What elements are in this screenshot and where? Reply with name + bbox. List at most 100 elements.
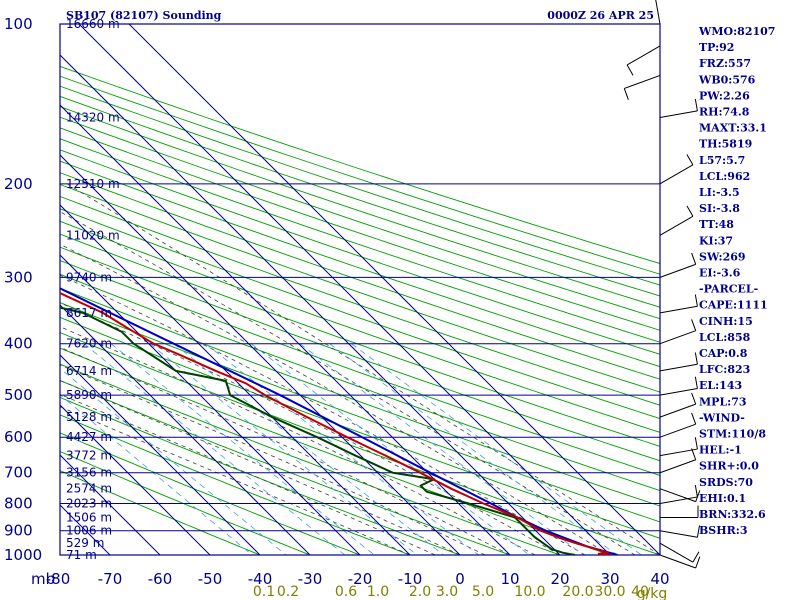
pressure-label: 200: [4, 175, 33, 193]
sounding-index: TH:5819: [699, 138, 752, 151]
mixing-ratio-line: [351, 343, 642, 555]
wind-barb-staff: [659, 554, 696, 569]
wind-barb-flag: [623, 88, 629, 100]
dry-adiabat: [60, 116, 660, 320]
parcel-profile-line: [60, 287, 618, 555]
wind-barb-flag: [694, 376, 698, 389]
temperature-tick-label: 30: [600, 570, 619, 588]
background-lines: [60, 24, 660, 555]
sounding-index: EL:143: [699, 379, 742, 392]
dry-adiabat: [60, 259, 660, 476]
sounding-index: LCL:962: [699, 170, 750, 183]
mixing-ratio-label: 0.6: [335, 584, 357, 600]
sounding-index: WB0:576: [698, 73, 756, 86]
dry-adiabat: [60, 95, 660, 297]
isotherm: [60, 304, 311, 555]
sounding-index: WMO:82107: [698, 25, 775, 38]
sounding-index: HEL:-1: [699, 444, 742, 457]
height-label: 16660 m: [66, 17, 120, 31]
wind-barb-staff: [659, 388, 698, 396]
temperature-profile-line: [60, 291, 613, 555]
sounding-index: CAP:0.8: [699, 347, 748, 360]
sounding-index: MAXT:33.1: [699, 122, 767, 135]
wind-barb-staff: [659, 363, 698, 372]
sounding-index: BRN:332.6: [699, 508, 766, 521]
wind-barb-staff: [659, 330, 696, 345]
sounding-index: FRZ:557: [699, 57, 751, 70]
dry-adiabat: [60, 75, 660, 275]
header: SB107 (82107) Sounding 0000Z 26 APR 25: [66, 9, 654, 22]
wind-barb-flag: [694, 437, 698, 450]
height-label: 3156 m: [66, 466, 112, 480]
mixing-ratio-label: 1.0: [367, 584, 389, 600]
pressure-unit-label: mb: [31, 570, 55, 588]
dry-adiabat: [60, 414, 411, 555]
chart-title: SB107 (82107) Sounding: [66, 9, 222, 22]
sounding-index: -WIND-: [699, 411, 745, 424]
isotherm: [60, 454, 161, 555]
sounding-index: TT:48: [699, 218, 734, 231]
sounding-index: PW:2.26: [699, 89, 750, 102]
sounding-index: RH:74.8: [699, 106, 750, 119]
sounding-index: LFC:823: [699, 363, 750, 376]
dry-adiabat: [60, 287, 660, 507]
wind-barb-staff: [659, 423, 696, 438]
profiles: [60, 287, 618, 555]
temperature-tick-label: 40: [650, 570, 669, 588]
dry-adiabat: [60, 127, 660, 331]
sounding-index: LCL:858: [699, 331, 751, 344]
height-label: 71 m: [66, 548, 97, 562]
mixing-ratio-label: 30.0: [594, 584, 625, 600]
dry-adiabat: [60, 208, 660, 420]
mixing-ratio-label: 5.0: [472, 584, 494, 600]
dry-adiabat: [60, 138, 660, 343]
dry-adiabat: [60, 195, 660, 406]
mixing-ratio-line: [110, 343, 375, 555]
dry-adiabat: [60, 332, 660, 555]
pressure-label: 300: [4, 268, 33, 286]
isotherm: [60, 104, 511, 555]
isotherm: [60, 54, 561, 555]
sounding-index: LI:-3.5: [699, 186, 740, 199]
isotherm: [78, 24, 611, 555]
dry-adiabat: [60, 220, 660, 433]
dewpoint-profile-line: [60, 306, 576, 555]
mixing-ratio-label: 2.0: [409, 584, 431, 600]
wind-barb-flag: [686, 154, 694, 166]
moist-adiabat: [60, 346, 511, 555]
wind-barb-flag: [691, 252, 697, 265]
isotherm: [60, 404, 211, 555]
sounding-index: EHI:0.1: [699, 492, 746, 505]
sounding-index: SRDS:70: [699, 476, 753, 489]
chart-datetime: 0000Z 26 APR 25: [547, 9, 654, 22]
moist-adiabat: [60, 302, 561, 555]
temperature-tick-label: -10: [398, 570, 423, 588]
wind-barb-flag: [695, 556, 701, 569]
sounding-index: EI:-3.6: [699, 267, 741, 280]
height-label: 6714 m: [66, 364, 112, 378]
wind-barb-flag: [691, 392, 697, 405]
mixing-ratio-label: 10.0: [514, 584, 545, 600]
sounding-index: CAPE:1111: [699, 299, 768, 312]
wind-barb-staff: [659, 263, 696, 278]
height-label: 1006 m: [66, 524, 112, 538]
height-label: 2574 m: [66, 482, 112, 496]
sounding-index: SI:-3.8: [699, 202, 740, 215]
pressure-label: 500: [4, 386, 33, 404]
wind-barb-flag: [691, 412, 697, 425]
pressure-label: 700: [4, 464, 33, 482]
dry-adiabat: [60, 160, 660, 368]
pressure-label: 800: [4, 495, 33, 513]
temperature-tick-label: -80: [46, 570, 71, 588]
dry-adiabat: [60, 380, 511, 555]
wind-barb-staff: [659, 488, 696, 503]
isotherm: [60, 154, 461, 555]
wind-barb-flag: [626, 64, 634, 76]
temperature-tick-label: -40: [248, 570, 273, 588]
moist-adiabat: [66, 183, 660, 555]
dry-adiabat: [60, 396, 461, 555]
height-label: 8617 m: [66, 306, 112, 320]
sounding-index: MPL:73: [699, 395, 747, 408]
dry-adiabat: [60, 85, 660, 286]
sounding-index: TP:92: [699, 41, 734, 54]
